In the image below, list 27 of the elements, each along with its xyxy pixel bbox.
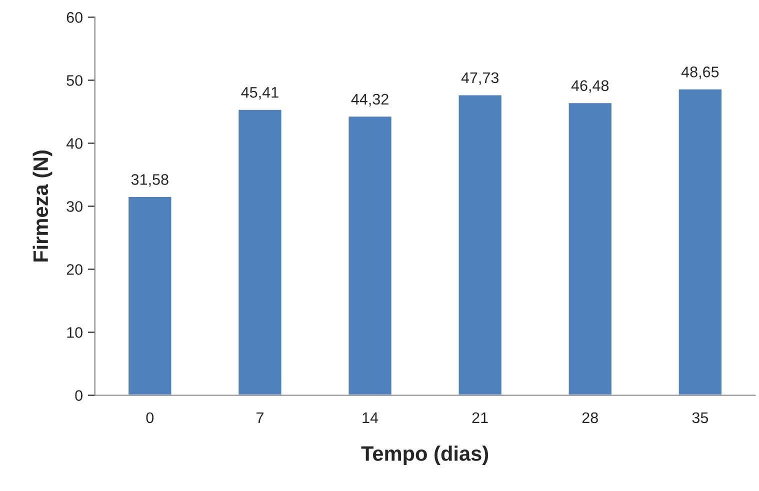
data-label: 48,65 <box>681 66 719 80</box>
y-tick-label: 40 <box>66 138 82 149</box>
data-label: 31,58 <box>131 174 168 187</box>
bar <box>677 88 723 396</box>
x-tick-label: 14 <box>362 412 378 423</box>
y-tick-label: 50 <box>66 75 82 86</box>
data-label: 45,41 <box>241 87 278 100</box>
x-axis-title: Tempo (dias) <box>361 446 488 466</box>
x-tick-label: 7 <box>256 412 264 423</box>
y-tick-label: 20 <box>66 264 82 275</box>
bar <box>127 196 173 396</box>
bar <box>457 94 503 396</box>
y-tick-label: 60 <box>66 12 82 23</box>
y-tick-label: 10 <box>67 327 82 338</box>
bar <box>237 108 283 396</box>
x-tick-label: 35 <box>692 412 708 424</box>
y-tick-label: 0 <box>75 390 82 401</box>
x-tick-label: 28 <box>582 412 598 424</box>
bar <box>347 115 393 396</box>
data-label: 44,32 <box>351 94 388 106</box>
x-tick-label: 21 <box>472 412 488 423</box>
data-label: 46,48 <box>571 80 609 93</box>
bar <box>567 102 613 396</box>
y-tick-label: 30 <box>66 201 82 212</box>
x-tick-label: 0 <box>146 412 154 424</box>
y-axis-title: Firmeza (N) <box>32 150 52 262</box>
data-label: 47,73 <box>461 72 499 85</box>
